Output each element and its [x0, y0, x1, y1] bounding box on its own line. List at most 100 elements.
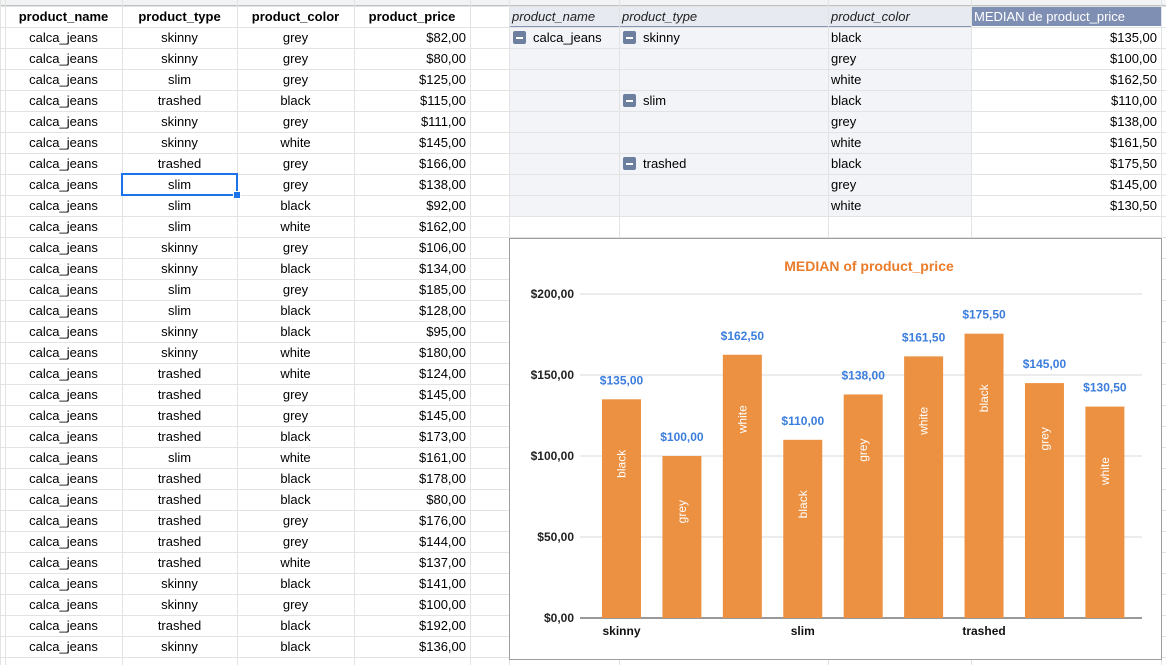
table-cell-product_price[interactable]: $138,00 [419, 177, 466, 192]
table-cell-product_color[interactable]: grey [282, 282, 309, 297]
table-cell-product_name[interactable]: calca_jeans [29, 72, 98, 87]
table-cell-product_color[interactable]: white [280, 450, 311, 465]
table-cell-product_color[interactable]: black [280, 639, 311, 654]
table-cell-product_price[interactable]: $144,00 [419, 534, 466, 549]
table-cell-product_type[interactable]: skinny [161, 324, 198, 339]
table-cell-product_type[interactable]: slim [167, 198, 192, 213]
pivot-color-cell[interactable]: grey [831, 51, 857, 66]
table-cell-product_price[interactable]: $106,00 [419, 240, 466, 255]
pivot-type-slim[interactable]: slim [620, 90, 829, 111]
table-cell-product_color[interactable]: black [280, 471, 311, 486]
table-cell-product_type[interactable]: skinny [161, 51, 198, 66]
table-cell-product_name[interactable]: calca_jeans [29, 513, 98, 528]
table-cell-product_name[interactable]: calca_jeans [29, 555, 98, 570]
table-cell-product_price[interactable]: $145,00 [419, 408, 466, 423]
table-cell-product_name[interactable]: calca_jeans [29, 471, 98, 486]
table-cell-product_name[interactable]: calca_jeans [29, 618, 98, 633]
table-cell-product_price[interactable]: $166,00 [419, 156, 466, 171]
pivot-type-skinny[interactable]: skinny [620, 27, 829, 48]
table-cell-product_name[interactable]: calca_jeans [29, 345, 98, 360]
table-cell-product_color[interactable]: grey [282, 114, 309, 129]
table-cell-product_type[interactable]: trashed [157, 513, 202, 528]
table-cell-product_name[interactable]: calca_jeans [29, 387, 98, 402]
table-cell-product_type[interactable]: skinny [161, 261, 198, 276]
table-cell-product_price[interactable]: $180,00 [419, 345, 466, 360]
pivot-color-cell[interactable]: black [831, 30, 862, 45]
table-cell-product_name[interactable]: calca_jeans [29, 114, 98, 129]
table-cell-product_type[interactable]: trashed [157, 93, 202, 108]
table-cell-product_type[interactable]: trashed [157, 555, 202, 570]
collapse-icon[interactable] [623, 31, 636, 45]
table-cell-product_color[interactable]: grey [282, 240, 309, 255]
table-cell-product_price[interactable]: $92,00 [426, 198, 466, 213]
table-cell-product_price[interactable]: $95,00 [426, 324, 466, 339]
table-cell-product_price[interactable]: $176,00 [419, 513, 466, 528]
table-cell-product_name[interactable]: calca_jeans [29, 135, 98, 150]
table-cell-product_name[interactable]: calca_jeans [29, 534, 98, 549]
pivot-color-cell[interactable]: black [831, 156, 862, 171]
collapse-icon[interactable] [623, 94, 636, 108]
table-cell-product_price[interactable]: $178,00 [419, 471, 466, 486]
table-cell-product_price[interactable]: $145,00 [419, 135, 466, 150]
table-cell-product_type[interactable]: skinny [161, 114, 198, 129]
table-cell-product_color[interactable]: black [280, 198, 311, 213]
table-cell-product_price[interactable]: $136,00 [419, 639, 466, 654]
table-cell-product_color[interactable]: grey [282, 156, 309, 171]
table-cell-product_color[interactable]: grey [282, 597, 309, 612]
table-cell-product_name[interactable]: calca_jeans [29, 177, 98, 192]
table-cell-product_type[interactable]: trashed [157, 156, 202, 171]
table-cell-product_name[interactable]: calca_jeans [29, 450, 98, 465]
table-cell-product_name[interactable]: calca_jeans [29, 30, 98, 45]
table-cell-product_type[interactable]: skinny [161, 345, 198, 360]
table-cell-product_price[interactable]: $115,00 [419, 93, 466, 108]
table-cell-product_name[interactable]: calca_jeans [29, 282, 98, 297]
table-cell-product_price[interactable]: $162,00 [419, 219, 466, 234]
table-cell-product_name[interactable]: calca_jeans [29, 156, 98, 171]
pivot-median-value[interactable]: $100,00 [1110, 51, 1157, 66]
table-cell-product_color[interactable]: white [280, 366, 311, 381]
table-cell-product_type[interactable]: skinny [161, 576, 198, 591]
table-cell-product_color[interactable]: black [280, 492, 311, 507]
table-cell-product_type[interactable]: trashed [157, 408, 202, 423]
table-cell-product_type[interactable]: trashed [157, 366, 202, 381]
table-cell-product_color[interactable]: white [280, 345, 311, 360]
table-cell-product_color[interactable]: white [280, 135, 311, 150]
table-cell-product_name[interactable]: calca_jeans [29, 219, 98, 234]
table-cell-product_name[interactable]: calca_jeans [29, 639, 98, 654]
table-cell-product_price[interactable]: $141,00 [419, 576, 466, 591]
table-cell-product_color[interactable]: black [280, 618, 311, 633]
median-price-chart[interactable]: MEDIAN of product_price $0,00 $50,00 $100,0… [509, 238, 1162, 660]
table-cell-product_name[interactable]: calca_jeans [29, 93, 98, 108]
pivot-median-value[interactable]: $145,00 [1110, 177, 1157, 192]
table-cell-product_type[interactable]: slim [167, 177, 192, 192]
table-cell-product_type[interactable]: skinny [161, 135, 198, 150]
pivot-median-value[interactable]: $162,50 [1110, 72, 1157, 87]
selection-fill-handle[interactable] [233, 191, 241, 199]
pivot-median-value[interactable]: $135,00 [1110, 30, 1157, 45]
table-cell-product_type[interactable]: trashed [157, 534, 202, 549]
table-cell-product_color[interactable]: black [280, 93, 311, 108]
pivot-median-value[interactable]: $130,50 [1110, 198, 1157, 213]
table-cell-product_type[interactable]: slim [167, 450, 192, 465]
table-cell-product_price[interactable]: $80,00 [426, 51, 466, 66]
table-cell-product_name[interactable]: calca_jeans [29, 408, 98, 423]
table-cell-product_color[interactable]: black [280, 576, 311, 591]
table-cell-product_color[interactable]: grey [282, 177, 309, 192]
table-cell-product_type[interactable]: trashed [157, 471, 202, 486]
table-cell-product_price[interactable]: $80,00 [426, 492, 466, 507]
table-cell-product_type[interactable]: slim [167, 282, 192, 297]
table-cell-product_name[interactable]: calca_jeans [29, 576, 98, 591]
table-cell-product_name[interactable]: calca_jeans [29, 261, 98, 276]
table-cell-product_color[interactable]: black [280, 261, 311, 276]
collapse-icon[interactable] [623, 157, 636, 171]
table-cell-product_color[interactable]: black [280, 303, 311, 318]
table-cell-product_color[interactable]: grey [282, 51, 309, 66]
table-cell-product_price[interactable]: $82,00 [426, 30, 466, 45]
pivot-color-cell[interactable]: white [831, 135, 862, 150]
table-cell-product_color[interactable]: grey [282, 30, 309, 45]
table-cell-product_price[interactable]: $125,00 [419, 72, 466, 87]
table-cell-product_color[interactable]: grey [282, 387, 309, 402]
table-cell-product_name[interactable]: calca_jeans [29, 51, 98, 66]
table-cell-product_type[interactable]: skinny [161, 639, 198, 654]
